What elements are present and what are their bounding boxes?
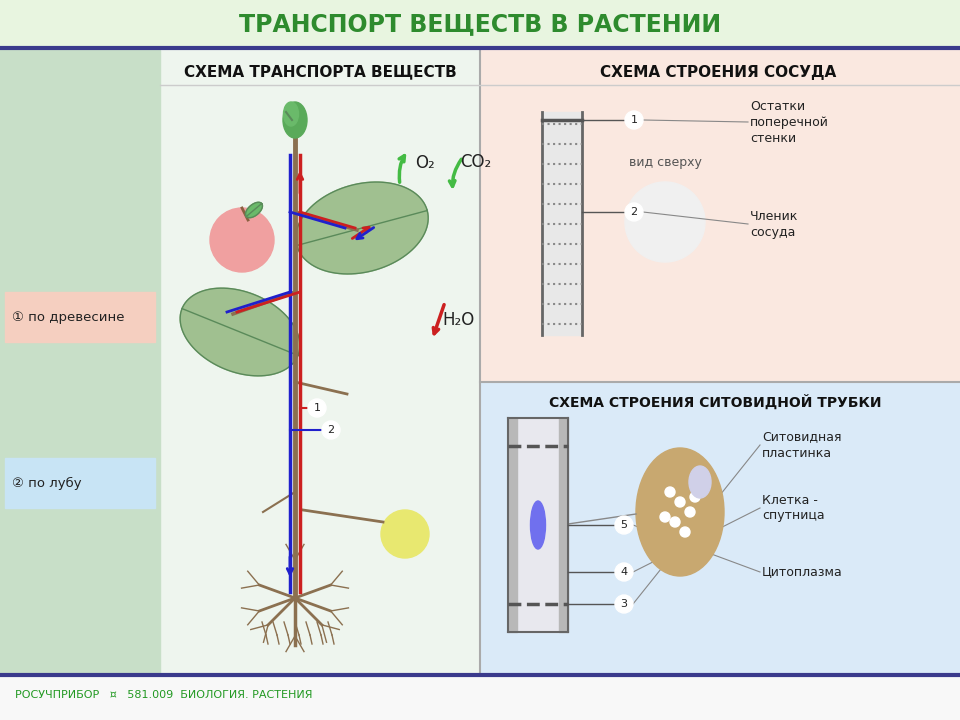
Circle shape [615, 595, 633, 613]
Bar [5, 292, 155, 342]
Bar [559, 418, 568, 632]
Circle shape [615, 563, 633, 581]
Bar [508, 418, 517, 632]
Text: ② по лубу: ② по лубу [12, 477, 82, 490]
Circle shape [680, 527, 690, 537]
Text: 4: 4 [620, 567, 628, 577]
Circle shape [675, 497, 685, 507]
Text: 2: 2 [327, 425, 335, 435]
Text: CO₂: CO₂ [460, 153, 492, 171]
Circle shape [690, 492, 700, 502]
Bar [5, 458, 155, 508]
Ellipse shape [283, 102, 307, 138]
Bar [542, 112, 582, 335]
Ellipse shape [636, 448, 724, 576]
Circle shape [615, 516, 633, 534]
Text: Членик
сосуда: Членик сосуда [750, 210, 799, 238]
Ellipse shape [283, 102, 299, 126]
Circle shape [670, 517, 680, 527]
Text: 2: 2 [631, 207, 637, 217]
Circle shape [625, 111, 643, 129]
Text: Клетка -
спутница: Клетка - спутница [762, 493, 825, 523]
Text: РОСУЧПРИБОР   ¤   581.009  БИОЛОГИЯ. РАСТЕНИЯ: РОСУЧПРИБОР ¤ 581.009 БИОЛОГИЯ. РАСТЕНИЯ [15, 690, 313, 700]
Polygon shape [180, 288, 300, 376]
Bar [0, 50, 160, 675]
Ellipse shape [531, 501, 545, 549]
Circle shape [625, 203, 643, 221]
Circle shape [210, 208, 274, 272]
Polygon shape [296, 182, 428, 274]
Bar [0, 0, 960, 50]
Circle shape [665, 487, 675, 497]
Text: СХЕМА СТРОЕНИЯ СИТОВИДНОЙ ТРУБКИ: СХЕМА СТРОЕНИЯ СИТОВИДНОЙ ТРУБКИ [549, 395, 881, 410]
Text: Цитоплазма: Цитоплазма [762, 565, 843, 578]
Text: 1: 1 [631, 115, 637, 125]
Circle shape [625, 182, 705, 262]
Text: H₂O: H₂O [442, 311, 474, 329]
Text: Остатки
поперечной
стенки: Остатки поперечной стенки [750, 99, 828, 145]
Circle shape [381, 510, 429, 558]
Text: O₂: O₂ [415, 154, 435, 172]
Text: 1: 1 [314, 403, 321, 413]
Bar [480, 50, 960, 382]
Circle shape [308, 399, 326, 417]
Ellipse shape [689, 466, 711, 498]
Polygon shape [246, 202, 262, 217]
Text: ① по древесине: ① по древесине [12, 310, 125, 323]
Bar [0, 675, 960, 720]
Text: ТРАНСПОРТ ВЕЩЕСТВ В РАСТЕНИИ: ТРАНСПОРТ ВЕЩЕСТВ В РАСТЕНИИ [239, 12, 721, 36]
Bar [517, 418, 559, 632]
Text: Ситовидная
пластинка: Ситовидная пластинка [762, 431, 842, 459]
Circle shape [660, 512, 670, 522]
Bar [480, 382, 960, 675]
Bar [0, 50, 960, 675]
Text: СХЕМА СТРОЕНИЯ СОСУДА: СХЕМА СТРОЕНИЯ СОСУДА [600, 65, 836, 79]
Text: 5: 5 [620, 520, 628, 530]
Circle shape [685, 507, 695, 517]
Text: вид сверху: вид сверху [629, 156, 702, 168]
Circle shape [322, 421, 340, 439]
Text: 3: 3 [620, 599, 628, 609]
Text: СХЕМА ТРАНСПОРТА ВЕЩЕСТВ: СХЕМА ТРАНСПОРТА ВЕЩЕСТВ [183, 65, 456, 79]
